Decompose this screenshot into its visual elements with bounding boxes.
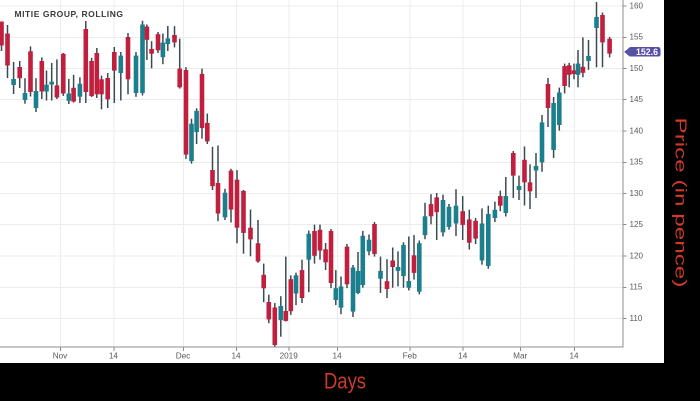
svg-text:150: 150: [630, 64, 644, 73]
svg-text:Mar: Mar: [513, 352, 527, 361]
svg-text:14: 14: [109, 352, 119, 361]
svg-text:145: 145: [630, 95, 644, 104]
svg-text:135: 135: [630, 158, 644, 167]
svg-text:125: 125: [630, 220, 644, 229]
svg-text:155: 155: [630, 33, 644, 42]
svg-text:130: 130: [630, 189, 644, 198]
svg-text:Price (in pence): Price (in pence): [672, 118, 689, 288]
svg-text:120: 120: [630, 251, 644, 260]
svg-text:140: 140: [630, 126, 644, 135]
svg-text:Dec: Dec: [176, 352, 191, 361]
svg-text:Feb: Feb: [403, 352, 418, 361]
svg-text:14: 14: [569, 352, 579, 361]
svg-text:152.6: 152.6: [636, 47, 658, 57]
svg-text:14: 14: [333, 352, 343, 361]
svg-text:Nov: Nov: [53, 352, 68, 361]
svg-text:14: 14: [231, 352, 241, 361]
svg-text:Days: Days: [324, 369, 366, 394]
svg-text:14: 14: [458, 352, 468, 361]
svg-text:MITIE GROUP, ROLLING: MITIE GROUP, ROLLING: [15, 9, 124, 19]
svg-text:160: 160: [630, 1, 644, 10]
svg-text:2019: 2019: [280, 352, 299, 361]
svg-text:115: 115: [630, 283, 643, 292]
svg-text:110: 110: [630, 314, 643, 323]
